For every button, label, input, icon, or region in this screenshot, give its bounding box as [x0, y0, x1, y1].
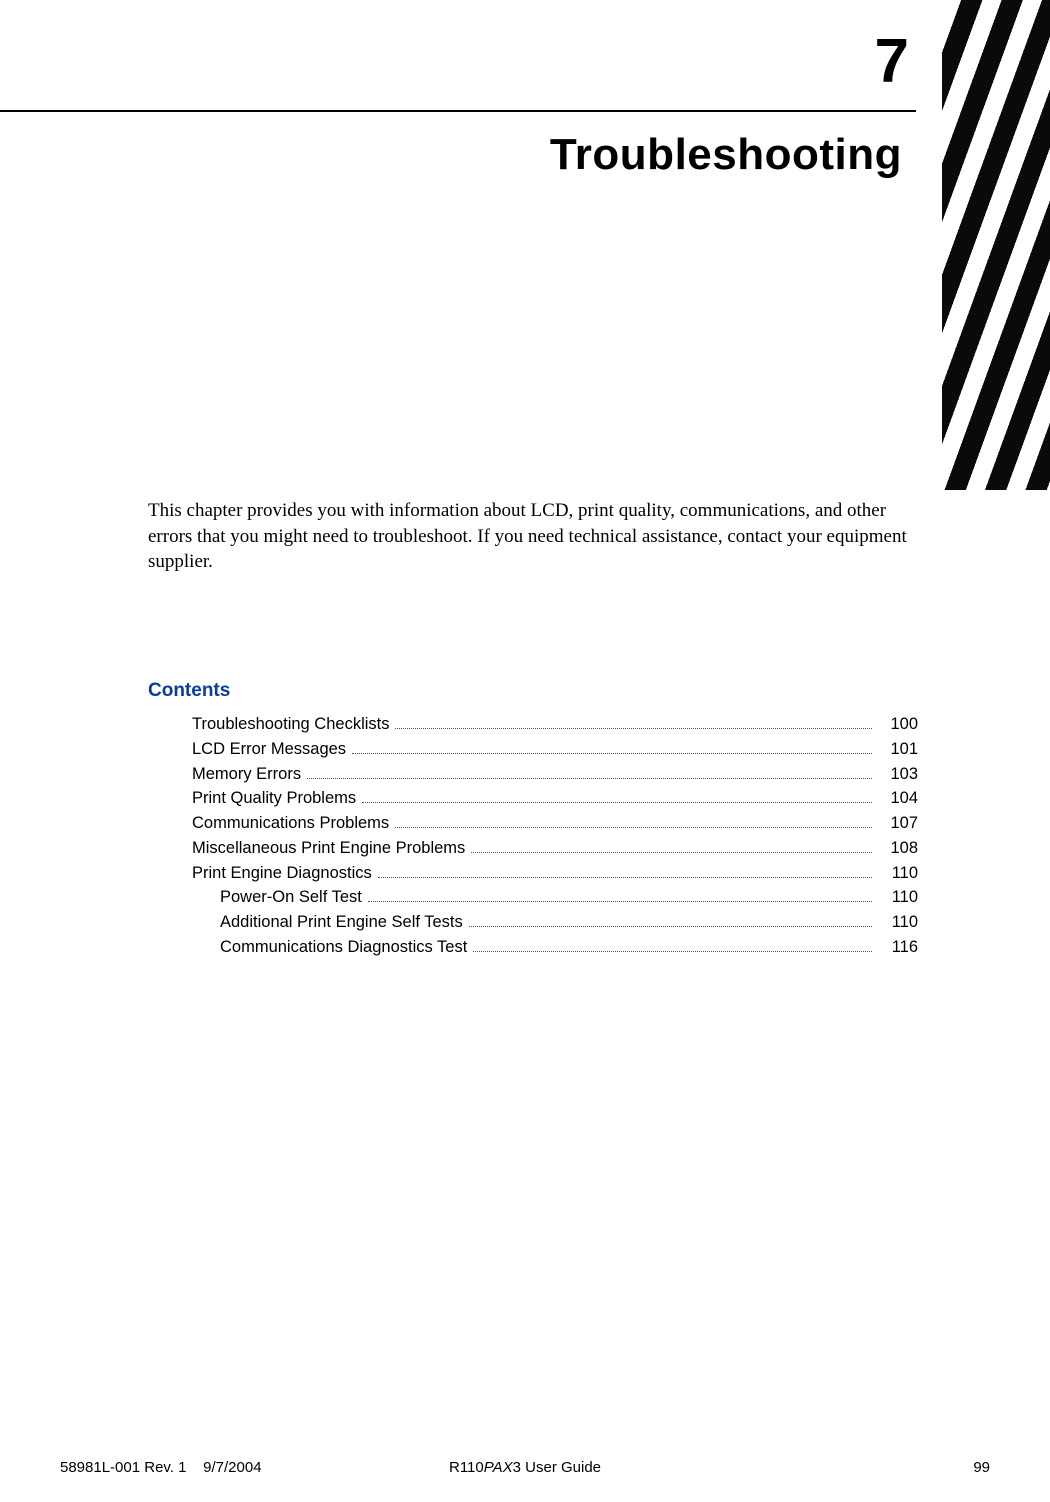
toc-label: Additional Print Engine Self Tests — [220, 910, 463, 935]
toc-page: 108 — [878, 836, 918, 861]
footer-guide-product: PAX — [484, 1459, 513, 1476]
toc-item: LCD Error Messages 101 — [148, 737, 918, 762]
footer-left: 58981L-001 Rev. 1 9/7/2004 — [60, 1459, 262, 1476]
page-root: 7 Troubleshooting This chapter provides … — [0, 0, 1050, 1502]
toc-dot-leader — [352, 753, 872, 754]
toc-dot-leader — [362, 802, 872, 803]
toc-page: 110 — [878, 910, 918, 935]
chapter-title: Troubleshooting — [550, 130, 902, 180]
toc-label: Memory Errors — [192, 762, 301, 787]
toc-list: Troubleshooting Checklists 100 LCD Error… — [148, 712, 918, 960]
toc-item: Print Quality Problems 104 — [148, 786, 918, 811]
footer-guide-suffix: 3 User Guide — [513, 1459, 601, 1476]
toc-subitem: Additional Print Engine Self Tests 110 — [148, 910, 918, 935]
toc-item: Communications Problems 107 — [148, 811, 918, 836]
toc-label: LCD Error Messages — [192, 737, 346, 762]
zebra-stripe-decoration — [942, 0, 1050, 490]
toc-item: Troubleshooting Checklists 100 — [148, 712, 918, 737]
toc-subitem: Communications Diagnostics Test 116 — [148, 935, 918, 960]
footer-center: R110PAX3 User Guide — [449, 1459, 601, 1476]
toc-label: Print Engine Diagnostics — [192, 861, 372, 886]
footer-guide-prefix: R110 — [449, 1459, 484, 1476]
footer-date: 9/7/2004 — [203, 1459, 261, 1476]
footer-doc-id: 58981L-001 Rev. 1 — [60, 1459, 186, 1476]
toc-label: Communications Diagnostics Test — [220, 935, 467, 960]
toc-page: 101 — [878, 737, 918, 762]
toc-dot-leader — [469, 926, 872, 927]
toc-page: 116 — [878, 935, 918, 960]
toc-label: Troubleshooting Checklists — [192, 712, 389, 737]
divider-rule — [0, 110, 916, 112]
toc-page: 103 — [878, 762, 918, 787]
toc-dot-leader — [395, 728, 872, 729]
toc-dot-leader — [378, 877, 872, 878]
footer-page-number: 99 — [973, 1459, 990, 1476]
toc-dot-leader — [473, 951, 872, 952]
page-footer: 58981L-001 Rev. 1 9/7/2004 R110PAX3 User… — [60, 1459, 990, 1476]
toc-page: 110 — [878, 885, 918, 910]
intro-paragraph: This chapter provides you with informati… — [148, 498, 918, 575]
toc-item: Memory Errors 103 — [148, 762, 918, 787]
toc-item: Print Engine Diagnostics 110 — [148, 861, 918, 886]
toc-page: 107 — [878, 811, 918, 836]
toc-label: Power-On Self Test — [220, 885, 362, 910]
chapter-number: 7 — [875, 26, 910, 97]
contents-block: Contents Troubleshooting Checklists 100 … — [148, 680, 918, 960]
toc-page: 110 — [878, 861, 918, 886]
toc-page: 104 — [878, 786, 918, 811]
toc-label: Communications Problems — [192, 811, 389, 836]
toc-dot-leader — [307, 778, 872, 779]
toc-dot-leader — [368, 901, 872, 902]
toc-page: 100 — [878, 712, 918, 737]
toc-label: Miscellaneous Print Engine Problems — [192, 836, 465, 861]
toc-subitem: Power-On Self Test 110 — [148, 885, 918, 910]
toc-item: Miscellaneous Print Engine Problems 108 — [148, 836, 918, 861]
toc-label: Print Quality Problems — [192, 786, 356, 811]
contents-heading: Contents — [148, 680, 918, 702]
toc-dot-leader — [471, 852, 872, 853]
toc-dot-leader — [395, 827, 872, 828]
